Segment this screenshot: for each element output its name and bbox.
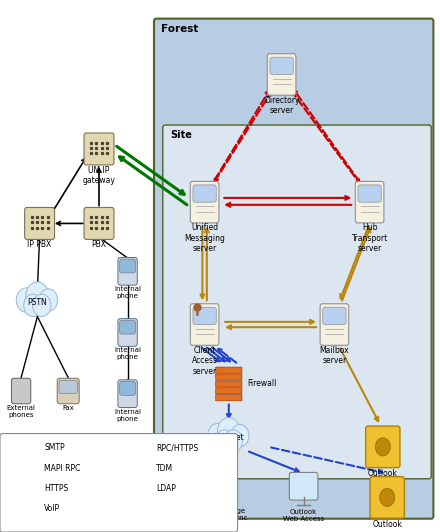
Text: Firewall: Firewall bbox=[247, 379, 277, 387]
FancyBboxPatch shape bbox=[220, 475, 237, 506]
FancyBboxPatch shape bbox=[216, 395, 242, 401]
Circle shape bbox=[39, 289, 58, 311]
Text: PBX: PBX bbox=[92, 240, 106, 250]
Text: Forest: Forest bbox=[161, 24, 199, 34]
Text: External
phones: External phones bbox=[7, 405, 36, 418]
Text: Unified
Messaging
server: Unified Messaging server bbox=[184, 223, 225, 253]
FancyBboxPatch shape bbox=[84, 133, 114, 165]
FancyBboxPatch shape bbox=[154, 19, 433, 519]
FancyBboxPatch shape bbox=[358, 185, 381, 202]
Circle shape bbox=[380, 488, 395, 506]
Text: Internal
phone: Internal phone bbox=[114, 347, 141, 360]
FancyBboxPatch shape bbox=[216, 381, 242, 387]
Text: Client
Access
server: Client Access server bbox=[191, 346, 218, 376]
FancyBboxPatch shape bbox=[118, 380, 137, 408]
Text: SMTP: SMTP bbox=[44, 444, 65, 452]
FancyBboxPatch shape bbox=[193, 185, 216, 202]
FancyBboxPatch shape bbox=[118, 319, 137, 346]
FancyBboxPatch shape bbox=[193, 307, 216, 325]
FancyBboxPatch shape bbox=[268, 54, 296, 95]
Circle shape bbox=[375, 438, 390, 456]
Circle shape bbox=[217, 418, 240, 445]
Text: HTTPS: HTTPS bbox=[44, 484, 68, 493]
Text: UM IP
gateway: UM IP gateway bbox=[83, 166, 115, 185]
FancyBboxPatch shape bbox=[216, 388, 242, 394]
Text: VoIP: VoIP bbox=[44, 504, 60, 513]
Circle shape bbox=[215, 430, 234, 452]
FancyBboxPatch shape bbox=[190, 181, 219, 223]
Text: Outlook: Outlook bbox=[372, 520, 402, 529]
Circle shape bbox=[24, 294, 42, 317]
FancyBboxPatch shape bbox=[118, 257, 137, 285]
FancyBboxPatch shape bbox=[59, 380, 77, 394]
Text: Internal
phone: Internal phone bbox=[114, 286, 141, 299]
Text: Directory
server: Directory server bbox=[264, 96, 299, 115]
FancyBboxPatch shape bbox=[57, 378, 79, 404]
FancyBboxPatch shape bbox=[25, 207, 55, 239]
Text: Internal
phone: Internal phone bbox=[114, 409, 141, 421]
Text: RPC/HTTPS: RPC/HTTPS bbox=[156, 444, 198, 452]
FancyBboxPatch shape bbox=[356, 181, 384, 223]
FancyBboxPatch shape bbox=[0, 434, 238, 532]
Circle shape bbox=[224, 430, 242, 452]
FancyBboxPatch shape bbox=[11, 378, 31, 404]
FancyBboxPatch shape bbox=[323, 307, 346, 325]
FancyBboxPatch shape bbox=[366, 426, 400, 468]
Text: Site: Site bbox=[170, 130, 192, 140]
Text: LDAP: LDAP bbox=[156, 484, 176, 493]
Circle shape bbox=[231, 425, 249, 447]
FancyBboxPatch shape bbox=[216, 367, 242, 373]
FancyBboxPatch shape bbox=[222, 485, 235, 502]
Circle shape bbox=[208, 423, 228, 448]
FancyBboxPatch shape bbox=[190, 304, 219, 345]
Text: Internet: Internet bbox=[213, 434, 244, 442]
Circle shape bbox=[33, 294, 51, 317]
FancyBboxPatch shape bbox=[290, 472, 318, 500]
Text: TDM: TDM bbox=[156, 464, 173, 472]
Text: IP PBX: IP PBX bbox=[27, 240, 52, 250]
FancyBboxPatch shape bbox=[216, 374, 242, 380]
Text: Hub
Transport
server: Hub Transport server bbox=[352, 223, 388, 253]
Text: Fax: Fax bbox=[62, 405, 74, 411]
FancyBboxPatch shape bbox=[84, 207, 114, 239]
Circle shape bbox=[16, 288, 37, 312]
FancyBboxPatch shape bbox=[120, 381, 136, 395]
Circle shape bbox=[26, 282, 49, 310]
FancyBboxPatch shape bbox=[120, 320, 136, 334]
Text: PSTN: PSTN bbox=[28, 298, 47, 306]
FancyBboxPatch shape bbox=[163, 125, 431, 479]
Text: MAPI RPC: MAPI RPC bbox=[44, 464, 81, 472]
Text: Exchange
ActiveSync: Exchange ActiveSync bbox=[209, 509, 248, 521]
FancyBboxPatch shape bbox=[270, 57, 293, 74]
FancyBboxPatch shape bbox=[320, 304, 349, 345]
Text: Outlook: Outlook bbox=[368, 469, 398, 478]
FancyBboxPatch shape bbox=[370, 477, 404, 518]
FancyBboxPatch shape bbox=[120, 259, 136, 273]
Text: Mailbox
server: Mailbox server bbox=[319, 346, 349, 365]
Text: Outlook
Web Access: Outlook Web Access bbox=[283, 509, 324, 522]
